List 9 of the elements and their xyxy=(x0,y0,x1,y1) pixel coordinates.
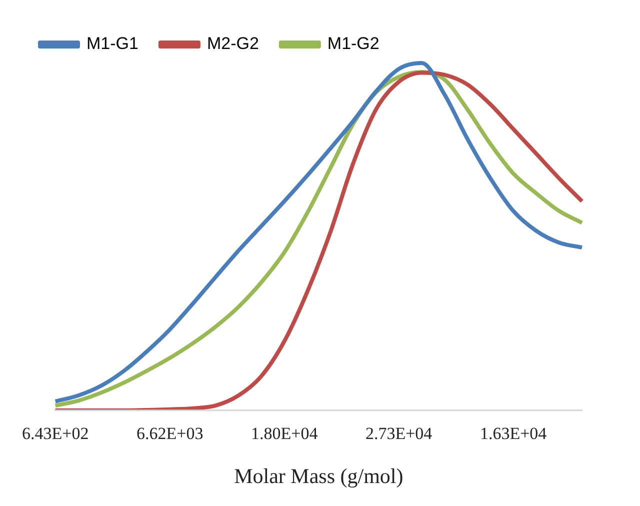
legend-label: M1-G1 xyxy=(86,34,138,54)
x-tick-label: 1.80E+04 xyxy=(250,424,318,444)
x-tick-label: 6.62E+03 xyxy=(136,424,204,444)
legend-label: M1-G2 xyxy=(327,34,380,54)
legend-label: M2-G2 xyxy=(206,34,259,54)
x-tick-label: 1.63E+04 xyxy=(480,424,548,444)
x-axis-title: Molar Mass (g/mol) xyxy=(234,464,404,488)
x-tick-label: 6.43E+02 xyxy=(22,424,89,444)
x-tick-label: 2.73E+04 xyxy=(365,424,433,444)
